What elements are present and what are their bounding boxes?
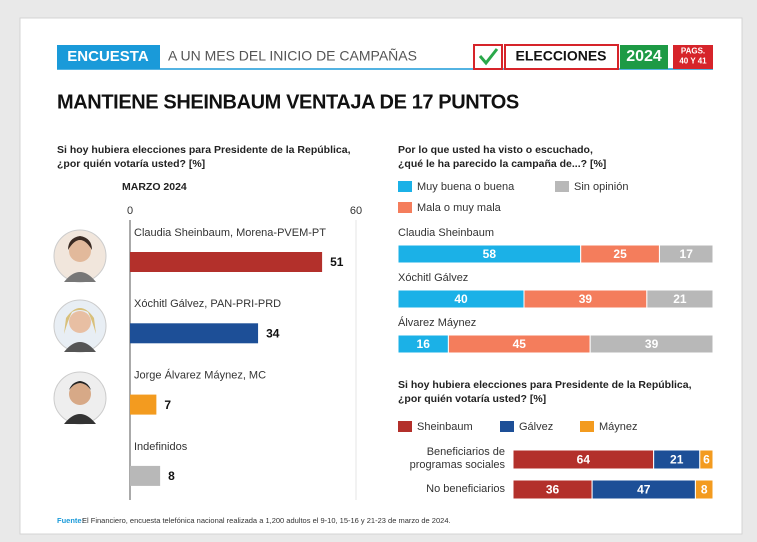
value-label: 34 — [266, 326, 280, 340]
bar — [130, 466, 160, 486]
legend-label: Máynez — [599, 421, 638, 433]
page: ENCUESTA A UN MES DEL INICIO DE CAMPAÑAS… — [0, 0, 757, 542]
category-label: Álvarez Máynez — [398, 316, 476, 329]
bar — [130, 323, 258, 343]
legend-label: Sheinbaum — [417, 421, 473, 433]
check-box — [474, 45, 502, 69]
legend-swatch — [555, 181, 569, 192]
legend-swatch — [580, 421, 594, 432]
brand: ELECCIONES — [515, 48, 606, 64]
infographic: ENCUESTA A UN MES DEL INICIO DE CAMPAÑAS… — [0, 0, 757, 542]
title: MANTIENE SHEINBAUM VENTAJA DE 17 PUNTOS — [57, 91, 519, 113]
value-label: 36 — [546, 483, 560, 497]
legend-swatch — [398, 181, 412, 192]
value-label: 39 — [645, 337, 659, 351]
bar — [130, 252, 322, 272]
pages-line: 40 Y 41 — [679, 57, 707, 66]
category-label-box: No beneficiarios — [385, 468, 505, 510]
value-label: 8 — [701, 483, 708, 497]
chart-title: Si hoy hubiera elecciones para President… — [57, 144, 351, 156]
legend-label: Sin opinión — [574, 181, 628, 193]
category-label: Jorge Álvarez Máynez, MC — [134, 369, 266, 382]
category-label: Xóchitl Gálvez, PAN-PRI-PRD — [134, 298, 281, 310]
footer-label: Fuente: — [57, 516, 84, 525]
value-label: 16 — [417, 337, 431, 351]
value-label: 45 — [513, 337, 527, 351]
value-label: 64 — [577, 453, 591, 467]
year: 2024 — [626, 48, 662, 65]
category-label: Indefinidos — [134, 441, 188, 453]
chart-title: ¿por quién votaría usted? [%] — [57, 158, 205, 170]
bar — [130, 395, 156, 415]
value-label: 21 — [670, 453, 684, 467]
photo — [54, 372, 106, 424]
legend-label: Mala o muy mala — [417, 202, 502, 214]
photo — [54, 230, 106, 282]
chart-title: Por lo que usted ha visto o escuchado, — [398, 144, 593, 156]
chart-title: Si hoy hubiera elecciones para President… — [398, 379, 692, 391]
legend-label: Muy buena o buena — [417, 181, 515, 193]
value-label: 40 — [454, 292, 468, 306]
value-label: 17 — [680, 247, 694, 261]
value-label: 39 — [579, 292, 593, 306]
chart-subtitle: MARZO 2024 — [122, 181, 187, 193]
x-tick-label: 0 — [127, 205, 133, 217]
footer-text: El Financiero, encuesta telefónica nacio… — [82, 516, 451, 525]
header-subtitle: A UN MES DEL INICIO DE CAMPAÑAS — [168, 48, 417, 64]
chart-title: ¿por quién votaría usted? [%] — [398, 393, 546, 405]
legend-swatch — [398, 421, 412, 432]
value-label: 51 — [330, 255, 344, 269]
category-label: No beneficiarios — [385, 468, 505, 510]
tag: ENCUESTA — [67, 48, 149, 65]
pages-line: PAGS. — [681, 47, 705, 56]
legend-label: Gálvez — [519, 421, 553, 433]
value-label: 6 — [703, 453, 710, 467]
value-label: 7 — [164, 398, 171, 412]
value-label: 58 — [483, 247, 497, 261]
x-tick-label: 60 — [350, 205, 362, 217]
category-label: Claudia Sheinbaum, Morena-PVEM-PT — [134, 227, 326, 239]
value-label: 47 — [637, 483, 651, 497]
chart-title: ¿qué le ha parecido la campaña de...? [%… — [398, 158, 606, 170]
photo — [54, 300, 106, 352]
legend-swatch — [500, 421, 514, 432]
value-label: 8 — [168, 469, 175, 483]
category-label: Xóchitl Gálvez — [398, 272, 468, 284]
legend-swatch — [398, 202, 412, 213]
value-label: 25 — [613, 247, 627, 261]
value-label: 21 — [673, 292, 687, 306]
category-label: Claudia Sheinbaum — [398, 227, 494, 239]
